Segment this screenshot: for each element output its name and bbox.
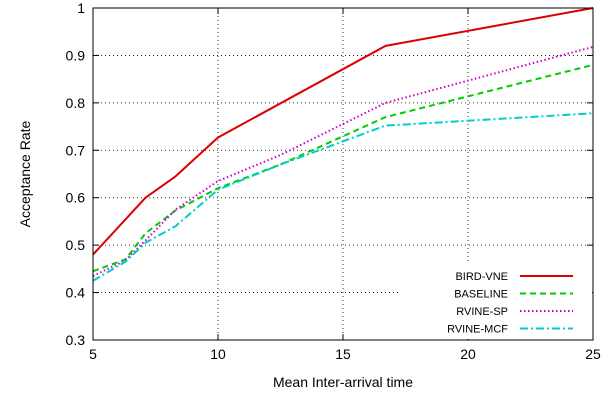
legend-background [400, 262, 592, 339]
series-line [92, 112, 594, 282]
y-tick-label: 0.7 [66, 142, 86, 158]
legend-label: RVINE-MCF [447, 324, 508, 336]
y-tick-label: 0.4 [66, 285, 86, 301]
x-tick-label: 5 [89, 346, 97, 362]
legend-label: BASELINE [454, 289, 508, 301]
x-tick-label: 10 [210, 346, 226, 362]
y-tick-label: 0.9 [66, 47, 86, 63]
y-tick-label: 0.8 [66, 95, 86, 111]
y-tick-label: 0.3 [66, 332, 86, 348]
x-tick-label: 15 [335, 346, 351, 362]
y-tick-label: 0.6 [66, 190, 86, 206]
series-line [92, 45, 594, 277]
x-axis-title: Mean Inter-arrival time [273, 374, 413, 390]
series-line [92, 63, 594, 273]
legend: BIRD-VNE BASELINE RVINE-SP RVINE-MCF [400, 262, 592, 339]
y-tick-label: 1 [77, 0, 85, 16]
legend-label: RVINE-SP [456, 306, 508, 318]
series-lines [92, 7, 594, 282]
x-tick-label: 20 [460, 346, 476, 362]
axis-ticks: 5 10 15 20 25 0.3 0.4 0.5 0.6 0.7 0.8 0.9 1 [66, 0, 601, 362]
x-tick-label: 25 [585, 346, 601, 362]
y-tick-label: 0.5 [66, 237, 86, 253]
grid-lines [93, 8, 593, 340]
legend-label: BIRD-VNE [455, 271, 508, 283]
y-axis-title: Acceptance Rate [17, 120, 33, 227]
series-line [92, 7, 594, 256]
